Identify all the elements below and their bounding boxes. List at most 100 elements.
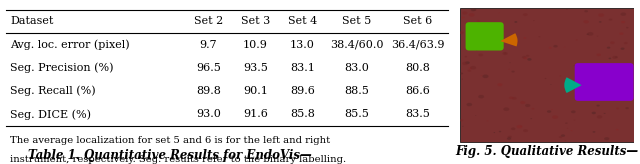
Ellipse shape <box>625 107 629 109</box>
FancyBboxPatch shape <box>465 22 504 51</box>
Ellipse shape <box>503 107 509 111</box>
Ellipse shape <box>524 37 526 39</box>
Text: 91.6: 91.6 <box>243 109 268 119</box>
Text: 93.5: 93.5 <box>243 63 268 73</box>
Text: 83.1: 83.1 <box>290 63 315 73</box>
Ellipse shape <box>575 39 578 41</box>
Ellipse shape <box>504 52 506 54</box>
Ellipse shape <box>623 64 627 66</box>
Ellipse shape <box>511 127 515 130</box>
Text: Seg. DICE (%): Seg. DICE (%) <box>10 109 91 120</box>
Ellipse shape <box>470 66 476 70</box>
Ellipse shape <box>547 110 551 113</box>
Ellipse shape <box>550 84 552 85</box>
Ellipse shape <box>571 110 576 113</box>
Ellipse shape <box>604 113 605 114</box>
Ellipse shape <box>508 136 512 138</box>
Ellipse shape <box>527 58 532 61</box>
Ellipse shape <box>478 95 484 98</box>
Ellipse shape <box>476 50 477 51</box>
Ellipse shape <box>604 137 609 140</box>
Ellipse shape <box>609 19 612 21</box>
Text: Table 1. Quantitative Results for EndoVis—: Table 1. Quantitative Results for EndoVi… <box>29 150 312 163</box>
Ellipse shape <box>607 99 609 100</box>
Ellipse shape <box>466 21 470 24</box>
Ellipse shape <box>511 71 515 73</box>
Ellipse shape <box>470 30 476 33</box>
Ellipse shape <box>516 125 522 128</box>
Ellipse shape <box>583 20 589 23</box>
Ellipse shape <box>509 62 511 63</box>
Text: 89.6: 89.6 <box>290 86 315 96</box>
Ellipse shape <box>620 32 623 35</box>
Ellipse shape <box>607 47 611 49</box>
Ellipse shape <box>478 53 483 56</box>
Text: Dataset: Dataset <box>10 16 53 26</box>
Ellipse shape <box>520 101 525 104</box>
Bar <box>460 8 634 142</box>
Ellipse shape <box>476 20 480 22</box>
Ellipse shape <box>621 21 625 23</box>
Text: 86.6: 86.6 <box>405 86 430 96</box>
Ellipse shape <box>532 108 534 110</box>
Wedge shape <box>564 77 582 93</box>
Ellipse shape <box>584 10 588 12</box>
Text: 90.1: 90.1 <box>243 86 268 96</box>
Text: Seg. Precision (%): Seg. Precision (%) <box>10 62 113 73</box>
Ellipse shape <box>602 93 604 94</box>
Ellipse shape <box>462 62 468 65</box>
Text: 13.0: 13.0 <box>290 40 315 50</box>
Ellipse shape <box>565 122 568 124</box>
Ellipse shape <box>589 65 595 68</box>
Text: 36.4/63.9: 36.4/63.9 <box>391 40 444 50</box>
Ellipse shape <box>548 47 552 49</box>
Ellipse shape <box>508 69 510 70</box>
Ellipse shape <box>621 47 625 50</box>
Ellipse shape <box>515 21 517 23</box>
Text: 83.0: 83.0 <box>344 63 369 73</box>
Ellipse shape <box>499 131 501 132</box>
Text: 83.5: 83.5 <box>405 109 430 119</box>
Ellipse shape <box>610 41 614 44</box>
Ellipse shape <box>462 126 463 127</box>
Ellipse shape <box>626 27 628 28</box>
Text: Set 5: Set 5 <box>342 16 371 26</box>
Text: Set 4: Set 4 <box>288 16 317 26</box>
FancyBboxPatch shape <box>575 63 634 101</box>
Ellipse shape <box>586 34 589 35</box>
Text: Avg. loc. error (pixel): Avg. loc. error (pixel) <box>10 39 129 50</box>
Ellipse shape <box>593 131 595 133</box>
Text: 80.8: 80.8 <box>405 63 430 73</box>
Wedge shape <box>500 33 518 46</box>
Ellipse shape <box>520 126 522 127</box>
Ellipse shape <box>475 29 477 31</box>
Ellipse shape <box>483 74 488 78</box>
Ellipse shape <box>461 79 463 80</box>
Text: 10.9: 10.9 <box>243 40 268 50</box>
Ellipse shape <box>467 103 472 106</box>
Ellipse shape <box>561 134 565 137</box>
Text: instrument, respectively. Seg. results refer to the binary labelling.: instrument, respectively. Seg. results r… <box>10 155 346 164</box>
Ellipse shape <box>613 78 615 79</box>
Ellipse shape <box>481 75 482 76</box>
Text: 85.5: 85.5 <box>344 109 369 119</box>
Ellipse shape <box>554 45 557 48</box>
Ellipse shape <box>471 8 476 11</box>
Ellipse shape <box>493 132 495 133</box>
Ellipse shape <box>609 58 611 59</box>
Text: Fig. 5. Qualitative Results—: Fig. 5. Qualitative Results— <box>456 145 639 158</box>
Ellipse shape <box>523 129 528 132</box>
Ellipse shape <box>467 70 471 72</box>
Text: Seg. Recall (%): Seg. Recall (%) <box>10 86 95 96</box>
Ellipse shape <box>591 112 596 114</box>
Ellipse shape <box>573 65 575 66</box>
Ellipse shape <box>559 75 561 77</box>
Ellipse shape <box>465 56 467 57</box>
Ellipse shape <box>545 78 547 79</box>
Ellipse shape <box>620 88 627 92</box>
Ellipse shape <box>552 115 558 119</box>
Ellipse shape <box>559 136 563 138</box>
Ellipse shape <box>465 61 470 64</box>
Text: Set 3: Set 3 <box>241 16 270 26</box>
Ellipse shape <box>588 32 593 36</box>
